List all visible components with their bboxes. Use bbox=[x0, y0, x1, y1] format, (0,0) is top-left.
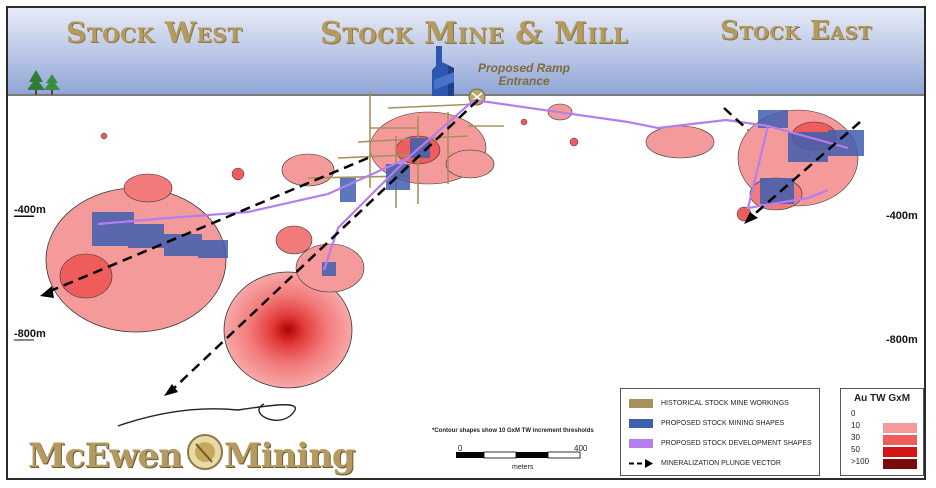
legend-swatch-mining-shapes bbox=[629, 418, 653, 428]
anomaly-upper-mid bbox=[281, 153, 335, 187]
legend-label-plunge-vector: MINERALIZATION PLUNGE VECTOR bbox=[661, 459, 781, 467]
region-title-stock-east: Stock East bbox=[720, 16, 873, 46]
grade-legend-title: Au TW GxM bbox=[853, 393, 911, 404]
anomaly-dot-4 bbox=[569, 137, 579, 147]
plunge-vectors bbox=[47, 99, 861, 391]
headframe-icon bbox=[432, 46, 454, 96]
region-title-stock-west: Stock West bbox=[66, 16, 243, 49]
logo-lasso-line bbox=[117, 403, 297, 427]
grade-swatch-50 bbox=[883, 447, 917, 457]
depth-ticks bbox=[14, 215, 34, 341]
contour-footnote: *Contour shapes show 10 GxM TW increment… bbox=[432, 428, 594, 434]
grade-label-50: 50 bbox=[851, 445, 860, 454]
company-logo: McEwen Mining bbox=[28, 428, 358, 478]
pine-trees-icon bbox=[28, 70, 60, 95]
anomaly-deep-center bbox=[223, 271, 353, 389]
legend-item-development-shapes: PROPOSED STOCK DEVELOPMENT SHAPES bbox=[629, 437, 812, 449]
gold-pan-emblem-icon bbox=[187, 434, 223, 470]
anomaly-mid-small bbox=[275, 225, 313, 255]
depth-label-right-400: -400m bbox=[886, 210, 918, 222]
plunge-vector-east-upper bbox=[723, 107, 749, 131]
anomaly-dot-2 bbox=[231, 167, 245, 181]
legend-box: HISTORICAL STOCK MINE WORKINGS PROPOSED … bbox=[620, 388, 820, 476]
grade-label-30: 30 bbox=[851, 433, 860, 442]
plunge-vector-deep bbox=[171, 99, 479, 391]
depth-label-left-400: -400m bbox=[14, 204, 46, 216]
anomaly-west-upper bbox=[123, 173, 173, 203]
ground-surface-line bbox=[8, 94, 924, 96]
scale-bar-graphic bbox=[456, 451, 581, 459]
anomaly-east-left bbox=[645, 125, 715, 159]
grade-swatch-10 bbox=[883, 423, 917, 433]
long-section-diagram bbox=[14, 92, 864, 459]
grade-label-0: 0 bbox=[851, 409, 856, 418]
diagram-frame: Stock West Stock Mine & Mill Stock East … bbox=[6, 6, 926, 480]
legend-label-mining-shapes: PROPOSED STOCK MINING SHAPES bbox=[661, 419, 785, 427]
legend-swatch-development-shapes bbox=[629, 438, 653, 448]
depth-tick-left-400 bbox=[14, 216, 34, 217]
anomaly-mill-right bbox=[445, 149, 495, 179]
scale-unit-label: meters bbox=[512, 464, 534, 471]
legend-swatch-historical bbox=[629, 398, 653, 408]
anomaly-dot-1 bbox=[100, 132, 108, 140]
legend-item-mining-shapes: PROPOSED STOCK MINING SHAPES bbox=[629, 417, 784, 429]
ramp-label-line1: Proposed Ramp bbox=[477, 61, 570, 75]
proposed-mining-shapes bbox=[92, 110, 864, 276]
scale-end-label: 400 bbox=[574, 444, 588, 453]
ramp-label-line2: Entrance bbox=[498, 74, 550, 88]
legend-label-development-shapes: PROPOSED STOCK DEVELOPMENT SHAPES bbox=[661, 439, 812, 447]
plunge-arrowheads bbox=[40, 212, 758, 396]
plunge-vector-east bbox=[749, 121, 861, 219]
depth-label-left-800: -800m bbox=[14, 328, 46, 340]
scale-bar: 0 400 meters bbox=[458, 444, 590, 474]
logo-text-mining: Mining bbox=[224, 436, 356, 476]
grade-swatch-30 bbox=[883, 435, 917, 445]
scale-start-label: 0 bbox=[458, 444, 463, 453]
logo-text-mcewen: McEwen bbox=[28, 436, 183, 476]
anomaly-dot-3 bbox=[520, 118, 528, 126]
depth-label-right-800: -800m bbox=[886, 334, 918, 346]
grade-label-100: >100 bbox=[851, 457, 870, 466]
plunge-vector-west bbox=[47, 156, 369, 294]
sky-band bbox=[8, 8, 924, 96]
proposed-development-shapes bbox=[97, 98, 849, 271]
legend-item-historical: HISTORICAL STOCK MINE WORKINGS bbox=[629, 397, 789, 409]
grade-label-10: 10 bbox=[851, 421, 860, 430]
region-title-stock-mine-mill: Stock Mine & Mill bbox=[320, 16, 629, 51]
grade-swatch-100 bbox=[883, 459, 917, 469]
grade-legend-box: Au TW GxM 0 10 30 50 >100 bbox=[840, 388, 924, 476]
legend-label-historical: HISTORICAL STOCK MINE WORKINGS bbox=[661, 399, 789, 407]
ramp-entrance-label: Proposed Ramp Entrance bbox=[468, 62, 580, 88]
dashed-arrow-icon bbox=[629, 458, 653, 468]
legend-item-plunge-vector: MINERALIZATION PLUNGE VECTOR bbox=[629, 457, 781, 469]
